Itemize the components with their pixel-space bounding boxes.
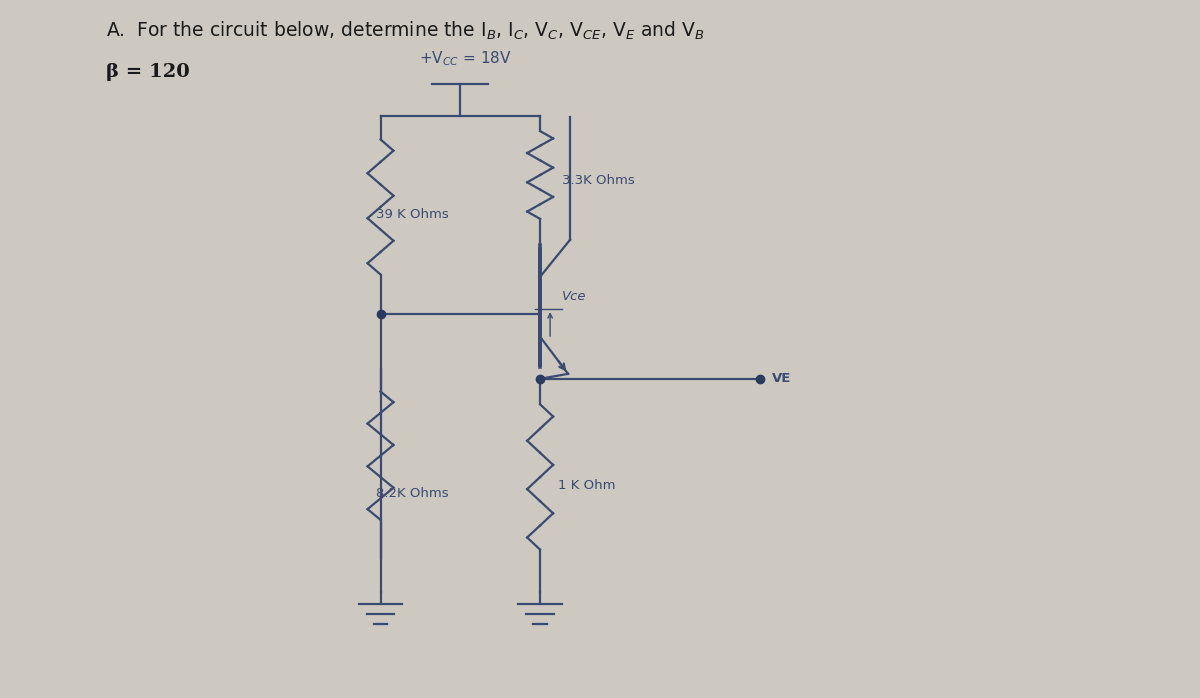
Text: β = 120: β = 120	[106, 63, 190, 81]
Text: 8.2K Ohms: 8.2K Ohms	[376, 487, 448, 500]
Text: 1 K Ohm: 1 K Ohm	[558, 479, 616, 492]
Text: 3.3K Ohms: 3.3K Ohms	[562, 174, 635, 186]
Text: 39 K Ohms: 39 K Ohms	[376, 209, 449, 221]
Text: +V$_{CC}$ = 18V: +V$_{CC}$ = 18V	[419, 50, 511, 68]
Text: A.  For the circuit below, determine the I$_B$, I$_C$, V$_C$, V$_{CE}$, V$_E$ an: A. For the circuit below, determine the …	[106, 20, 704, 42]
Text: Vce: Vce	[562, 290, 587, 303]
Text: VE: VE	[772, 372, 791, 385]
